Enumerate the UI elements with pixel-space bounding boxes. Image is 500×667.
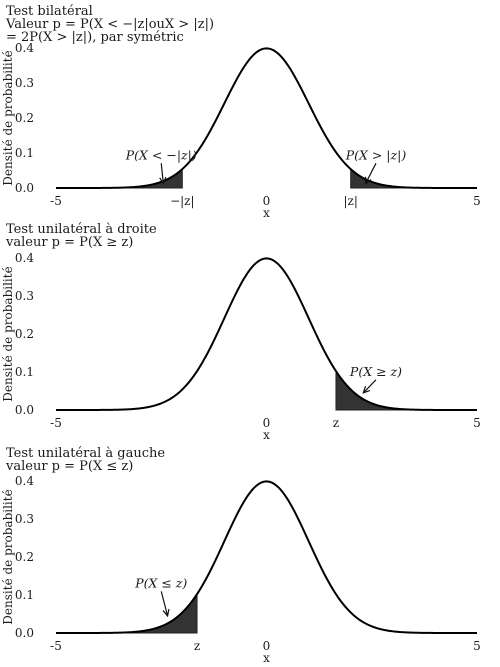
y-tick-label: 0.2 bbox=[15, 111, 34, 125]
x-tick-label: 0 bbox=[263, 416, 271, 430]
y-axis-label: Densité de probabilité bbox=[1, 50, 15, 185]
annotation-arrowhead bbox=[362, 386, 371, 394]
shaded-tail-area bbox=[56, 592, 198, 634]
x-tick-label: z bbox=[194, 639, 200, 653]
y-tick-label: 0.2 bbox=[15, 550, 34, 564]
annotation-arrow bbox=[362, 379, 377, 394]
y-tick-label: 0.2 bbox=[15, 327, 34, 341]
annotation-arrow bbox=[160, 591, 169, 617]
panel-title-line: valeur p = P(X ≥ z) bbox=[5, 235, 133, 250]
y-tick-label: 0.3 bbox=[15, 512, 34, 526]
x-tick-label: 0 bbox=[263, 194, 271, 208]
y-tick-label: 0.3 bbox=[15, 289, 34, 303]
x-tick-label: -5 bbox=[50, 194, 62, 208]
y-tick-label: 0.0 bbox=[15, 403, 34, 417]
y-tick-label: 0.0 bbox=[15, 626, 34, 640]
y-tick-label: 0.1 bbox=[15, 146, 34, 160]
x-tick-label: -5 bbox=[50, 639, 62, 653]
x-tick-label: 5 bbox=[473, 639, 481, 653]
annotation-arrowhead bbox=[159, 177, 167, 186]
y-axis-label: Densité de probabilité bbox=[1, 266, 15, 401]
x-tick-label: 5 bbox=[473, 194, 481, 208]
tail-annotation: P(X ≥ z) bbox=[349, 364, 402, 379]
x-tick-label: 5 bbox=[473, 416, 481, 430]
y-tick-label: 0.4 bbox=[15, 251, 34, 265]
tail-annotation: P(X < −|z|) bbox=[125, 147, 197, 162]
x-tick-label: z bbox=[333, 416, 339, 430]
panel-title-line: Valeur p = P(X < −|z|ouX > |z|) bbox=[5, 17, 214, 32]
shaded-tail-area bbox=[350, 168, 477, 189]
panel-title-line: = 2P(X > |z|), par symétric bbox=[6, 30, 184, 45]
y-tick-label: 0.1 bbox=[15, 588, 34, 602]
x-tick-label: |z| bbox=[343, 194, 357, 208]
panel-title-line: Test unilatéral à gauche bbox=[6, 446, 165, 461]
x-axis-label: x bbox=[263, 206, 270, 220]
density-curve bbox=[56, 480, 477, 634]
panel-title-line: valeur p = P(X ≤ z) bbox=[5, 459, 133, 474]
y-tick-label: 0.4 bbox=[15, 41, 34, 55]
x-tick-label: −|z| bbox=[170, 194, 194, 208]
y-tick-label: 0.4 bbox=[15, 474, 34, 488]
x-axis-label: x bbox=[263, 651, 270, 665]
panel-title-line: Test unilatéral à droite bbox=[6, 222, 157, 237]
annotation-arrowhead bbox=[162, 608, 170, 618]
annotation-arrow bbox=[364, 163, 377, 185]
panel-title-line: Test bilatéral bbox=[6, 4, 93, 19]
annotation-arrow bbox=[160, 163, 164, 184]
y-tick-label: 0.0 bbox=[15, 181, 34, 195]
x-tick-label: 0 bbox=[263, 639, 271, 653]
density-curve bbox=[56, 47, 477, 189]
tail-annotation: P(X ≤ z) bbox=[134, 575, 187, 590]
annotation-arrowhead bbox=[364, 176, 372, 186]
y-tick-label: 0.3 bbox=[15, 76, 34, 90]
tail-annotation: P(X > |z|) bbox=[345, 147, 407, 162]
x-tick-label: -5 bbox=[50, 416, 62, 430]
x-axis-label: x bbox=[263, 428, 270, 442]
y-tick-label: 0.1 bbox=[15, 365, 34, 379]
y-axis-label: Densité de probabilité bbox=[1, 489, 15, 624]
density-curve bbox=[56, 257, 477, 411]
